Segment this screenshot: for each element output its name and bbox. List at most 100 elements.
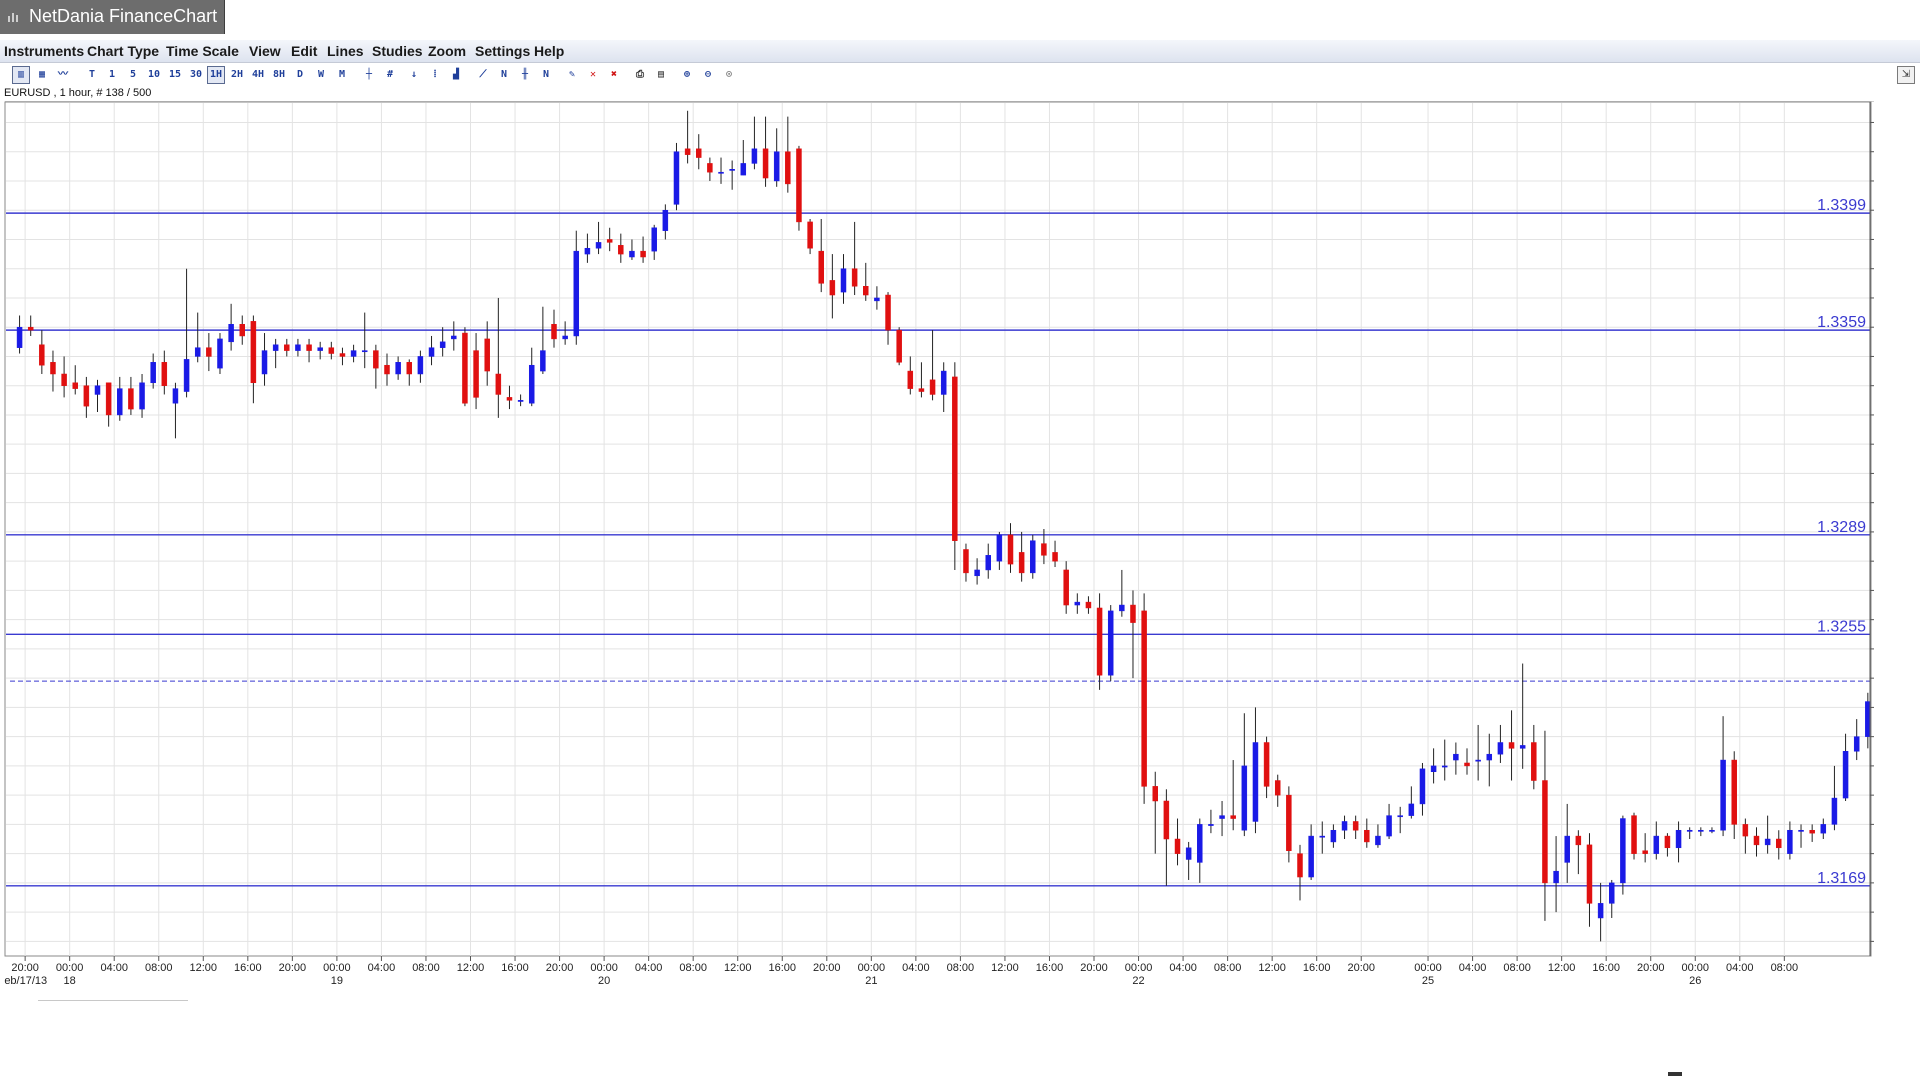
candle-body-down	[1364, 829, 1370, 843]
timeframe-2h[interactable]: 2H	[230, 69, 244, 80]
x-date-label: 26	[1689, 975, 1701, 987]
status-tab[interactable]	[38, 1000, 188, 1004]
candle-body-down	[618, 245, 624, 255]
candle-body-down	[863, 286, 869, 296]
timeframe-1h[interactable]: 1H	[207, 66, 225, 84]
candle-body-up	[261, 350, 268, 375]
candle	[1319, 821, 1326, 854]
candle	[473, 333, 479, 410]
x-tick-label: 08:00	[947, 962, 975, 974]
x-tick-label: 20:00	[279, 962, 307, 974]
candle-body-up	[1308, 835, 1314, 878]
timeframe-5[interactable]: 5	[129, 69, 137, 80]
delete-all-icon[interactable]: ✖	[610, 69, 618, 80]
candle	[1241, 713, 1248, 837]
trendline-icon[interactable]: ⟋	[479, 69, 487, 80]
candle	[1508, 710, 1515, 781]
candle	[1107, 605, 1114, 682]
candle-body-down	[762, 148, 769, 179]
channel-icon[interactable]: ╫	[521, 69, 529, 80]
candle	[595, 221, 602, 255]
candle-body-down	[206, 347, 212, 357]
timeframe-w[interactable]: W	[317, 69, 325, 80]
candle-body-up	[595, 242, 602, 249]
line-icon[interactable]: 〰	[58, 69, 68, 80]
candle	[863, 262, 869, 301]
chart-type-icon[interactable]: ▥	[12, 66, 30, 84]
candle	[50, 350, 56, 392]
crosshair-icon[interactable]: ┼	[365, 69, 373, 80]
menu-chart-type[interactable]: Chart Type	[87, 43, 160, 59]
timeframe-t[interactable]: T	[88, 69, 96, 80]
candle	[1519, 663, 1526, 769]
timeframe-30[interactable]: 30	[189, 69, 203, 80]
print-icon[interactable]: ⎙	[636, 69, 644, 80]
candle	[807, 218, 813, 255]
menu-settings[interactable]: Settings	[475, 43, 531, 59]
candle	[1063, 561, 1069, 614]
candle-body-down	[1230, 815, 1236, 819]
candle-body-up	[1030, 540, 1036, 574]
grid-icon[interactable]: #	[386, 69, 394, 80]
menu-help[interactable]: Help	[534, 43, 565, 59]
candle-body-up	[1397, 815, 1403, 818]
candle-body-down	[1542, 780, 1548, 884]
x-tick-label: 20:00	[1347, 962, 1375, 974]
volume-icon[interactable]: ▟	[452, 69, 460, 80]
candle	[729, 160, 735, 190]
timeframe-m[interactable]: M	[338, 69, 346, 80]
layout-icon[interactable]: ▦	[38, 69, 46, 80]
app-title-tab[interactable]: NetDania FinanceChart	[0, 0, 225, 34]
candle	[1776, 830, 1782, 860]
x-tick-label: 20:00	[813, 962, 841, 974]
candle	[662, 204, 669, 240]
timeframe-1[interactable]: 1	[108, 69, 116, 80]
timeframe-8h[interactable]: 8H	[272, 69, 286, 80]
menu-time-scale[interactable]: Time Scale	[166, 43, 239, 59]
zoom-in-icon[interactable]: ⊕	[683, 69, 691, 80]
print-preview-icon[interactable]: ▤	[657, 69, 665, 80]
level-label: 1.3169	[1817, 870, 1866, 887]
candle-body-down	[1018, 552, 1025, 574]
gann-icon[interactable]: N	[542, 69, 550, 80]
resize-handle[interactable]	[1668, 1072, 1682, 1076]
level-label: 1.3255	[1817, 618, 1866, 635]
panel-toggle-icon[interactable]: ⇲	[1897, 66, 1915, 84]
candle-body-down	[1742, 824, 1749, 837]
menu-zoom[interactable]: Zoom	[428, 43, 467, 59]
candle-body-down	[1731, 759, 1737, 825]
bar-icon[interactable]: ⁞	[433, 69, 437, 80]
timeframe-15[interactable]: 15	[168, 69, 182, 80]
menu-edit[interactable]: Edit	[291, 43, 318, 59]
timeframe-d[interactable]: D	[296, 69, 304, 80]
candle-body-down	[83, 385, 90, 407]
candle-body-up	[1208, 824, 1214, 826]
fibonacci-icon[interactable]: N	[500, 69, 508, 80]
menu-studies[interactable]: Studies	[372, 43, 423, 59]
menu-lines[interactable]: Lines	[327, 43, 364, 59]
level-label: 1.3289	[1817, 519, 1866, 536]
candle	[1453, 742, 1459, 775]
candle	[284, 338, 290, 357]
candle-body-down	[1464, 762, 1470, 767]
x-tick-label: 08:00	[412, 962, 440, 974]
timeframe-4h[interactable]: 4H	[251, 69, 265, 80]
zoom-reset-icon[interactable]: ⊙	[725, 69, 733, 80]
zoom-out-icon[interactable]: ⊖	[704, 69, 712, 80]
candle	[462, 327, 468, 407]
candle	[105, 382, 112, 427]
candle-body-up	[1553, 870, 1559, 884]
toolbar: ▥ ▦ 〰 T 1 5 10 15 30 1H 2H 4H 8H D W M ┼…	[0, 63, 1920, 87]
pencil-icon[interactable]: ✎	[568, 69, 576, 80]
x-tick-label: 16:00	[768, 962, 796, 974]
menu-view[interactable]: View	[249, 43, 281, 59]
candle-body-down	[1575, 835, 1582, 846]
candle	[1631, 812, 1637, 860]
menu-instruments[interactable]: Instruments	[4, 43, 85, 59]
candle	[317, 341, 323, 360]
delete-icon[interactable]: ✕	[589, 69, 597, 80]
timeframe-10[interactable]: 10	[147, 69, 161, 80]
cursor-icon[interactable]: ↓	[410, 69, 418, 80]
candle	[952, 362, 958, 570]
